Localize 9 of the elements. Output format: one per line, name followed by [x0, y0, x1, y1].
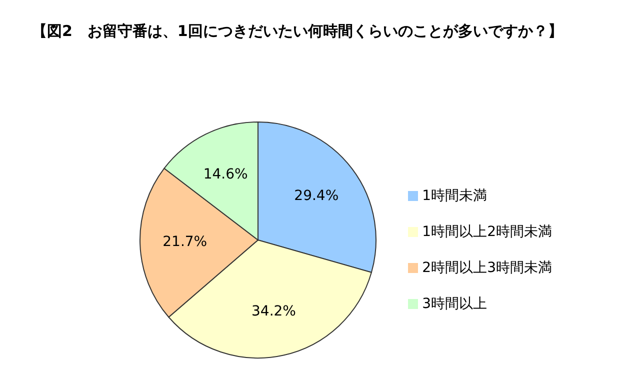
- data-label: 29.4%: [294, 188, 339, 204]
- legend-label: 1時間未満: [422, 188, 488, 204]
- legend-label: 3時間以上: [422, 296, 488, 312]
- legend-label: 1時間以上2時間未満: [422, 224, 552, 240]
- chart-title: 【図2 お留守番は、1回につきだいたい何時間くらいのことが多いですか？】: [31, 21, 564, 42]
- data-label: 14.6%: [203, 166, 248, 182]
- data-label: 34.2%: [252, 303, 296, 320]
- legend-label: 2時間以上3時間未満: [422, 260, 552, 276]
- data-label: 21.7%: [162, 234, 208, 250]
